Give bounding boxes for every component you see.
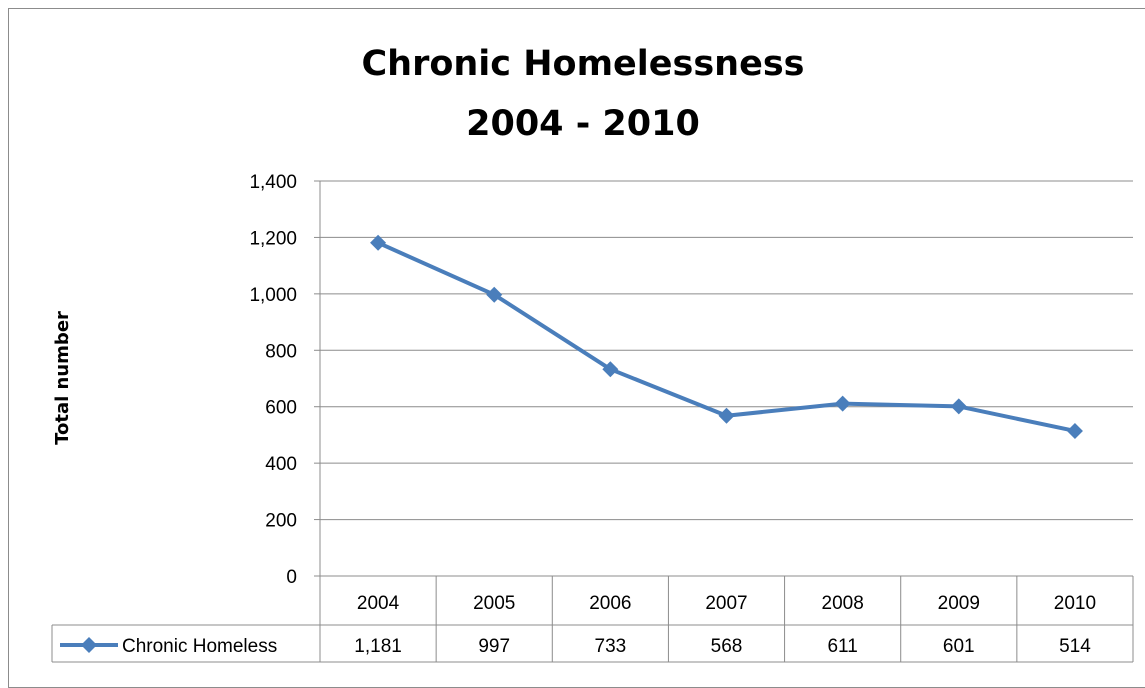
y-tick-label: 400 bbox=[265, 454, 297, 475]
data-label: 733 bbox=[595, 636, 627, 657]
series-chronic-homeless bbox=[370, 234, 1083, 439]
y-tick-label: 800 bbox=[265, 341, 297, 362]
legend-marker bbox=[81, 637, 97, 653]
y-tick-label: 1,200 bbox=[249, 228, 297, 249]
data-point bbox=[602, 361, 619, 378]
series-line bbox=[377, 240, 1076, 433]
data-point bbox=[950, 398, 967, 415]
data-table: 2004 2005 2006 2007 2008 2009 2010 1,181 997 733 5… bbox=[51, 575, 1134, 663]
chart-title-line-1: Chronic Homelessness bbox=[361, 44, 804, 84]
data-point bbox=[834, 395, 851, 412]
y-tick-labels: 0 200 400 600 800 1,000 1,200 1,400 bbox=[249, 172, 297, 588]
data-label: 514 bbox=[1059, 636, 1091, 657]
data-point bbox=[370, 234, 387, 251]
y-tick-label: 1,400 bbox=[249, 172, 297, 193]
x-tick-label: 2004 bbox=[357, 593, 400, 614]
chart-title-line-2: 2004 - 2010 bbox=[466, 104, 700, 144]
x-tick-label: 2008 bbox=[822, 593, 864, 614]
y-tick-label: 0 bbox=[286, 567, 297, 588]
x-tick-label: 2007 bbox=[705, 593, 747, 614]
x-tick-label: 2005 bbox=[473, 593, 515, 614]
y-tick-label: 600 bbox=[265, 398, 297, 419]
x-tick-label: 2006 bbox=[589, 593, 631, 614]
y-axis-label: Total number bbox=[52, 311, 73, 445]
data-label: 611 bbox=[827, 636, 857, 657]
data-label: 1,181 bbox=[354, 636, 402, 657]
x-tick-label: 2010 bbox=[1054, 593, 1096, 614]
data-point bbox=[718, 407, 735, 424]
legend-label: Chronic Homeless bbox=[122, 636, 277, 657]
y-tick-label: 200 bbox=[265, 511, 297, 532]
gridlines bbox=[314, 180, 1133, 577]
x-tick-label: 2009 bbox=[938, 593, 980, 614]
y-tick-label: 1,000 bbox=[249, 285, 297, 306]
data-label: 568 bbox=[711, 636, 743, 657]
data-label: 997 bbox=[478, 636, 510, 657]
data-point bbox=[486, 286, 503, 303]
data-point bbox=[1066, 422, 1083, 439]
data-label: 601 bbox=[943, 636, 975, 657]
